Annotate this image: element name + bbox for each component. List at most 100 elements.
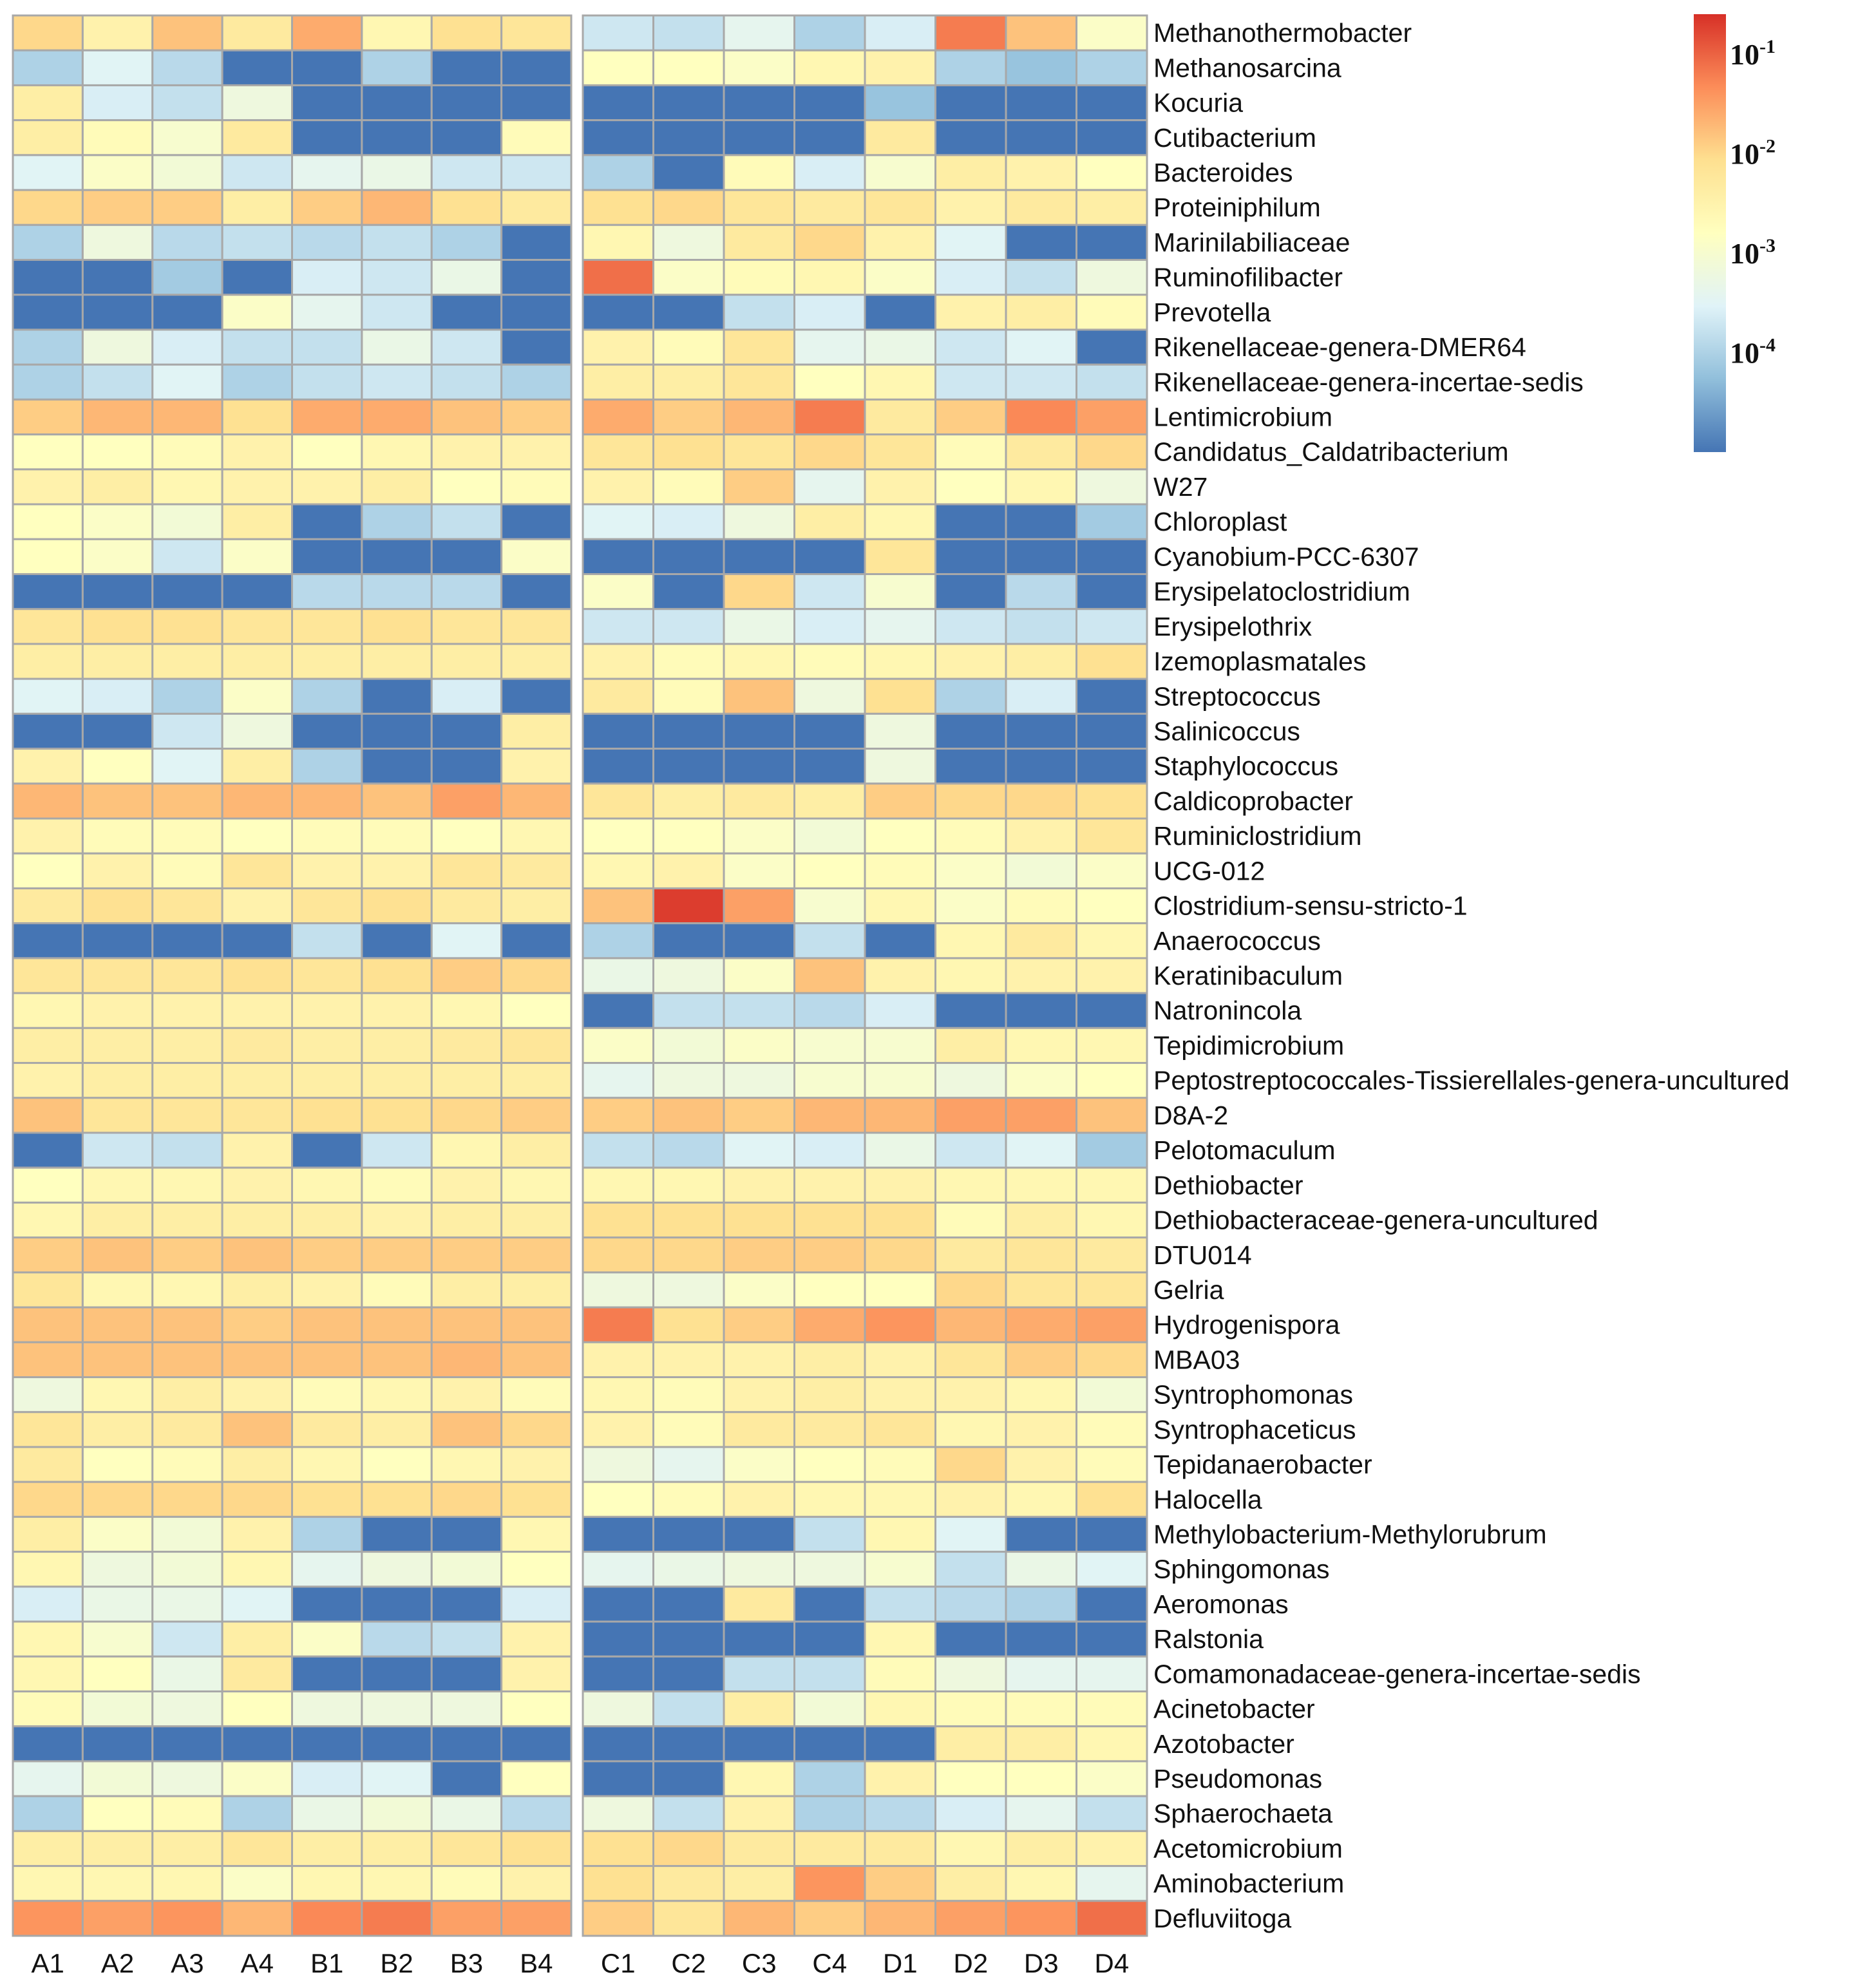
heatmap-cell <box>1005 992 1077 1029</box>
heatmap-cell <box>864 957 936 994</box>
heatmap-cell <box>500 1166 573 1204</box>
heatmap-cell <box>151 1271 223 1309</box>
column-label: B4 <box>520 1948 553 1978</box>
heatmap-cell <box>1005 49 1077 86</box>
heatmap-cell <box>1076 643 1148 680</box>
heatmap-cell <box>81 1166 154 1204</box>
heatmap-cell <box>864 363 936 401</box>
heatmap-cell <box>151 782 223 820</box>
heatmap-cell <box>582 1481 654 1518</box>
heatmap-cell <box>221 748 294 785</box>
heatmap-cell <box>1005 1865 1077 1902</box>
heatmap-cell <box>221 189 294 226</box>
heatmap-cell <box>361 154 433 191</box>
heatmap-cell <box>81 363 154 401</box>
heatmap-cell <box>1005 1027 1077 1065</box>
heatmap-cell <box>864 1446 936 1483</box>
heatmap-cell <box>1005 119 1077 156</box>
heatmap-cell <box>291 1062 363 1099</box>
heatmap-cell <box>221 1271 294 1309</box>
heatmap-cell <box>151 1830 223 1868</box>
heatmap-cell <box>864 712 936 750</box>
heatmap-cell <box>582 922 654 960</box>
row-label: Hydrogenispora <box>1153 1310 1340 1340</box>
heatmap-cell <box>151 1411 223 1448</box>
heatmap-cell <box>934 294 1007 331</box>
heatmap-cell <box>1005 922 1077 960</box>
heatmap-cell <box>582 1725 654 1763</box>
heatmap-cell <box>500 957 573 994</box>
heatmap-cell <box>793 1865 866 1902</box>
heatmap-cell <box>864 538 936 575</box>
heatmap-cell <box>221 538 294 575</box>
heatmap-cell <box>221 887 294 925</box>
heatmap-cell <box>934 1481 1007 1518</box>
heatmap-cell <box>221 1481 294 1518</box>
heatmap-cell <box>1076 852 1148 889</box>
heatmap-cell <box>151 608 223 645</box>
heatmap-cell <box>793 363 866 401</box>
heatmap-cell <box>652 49 725 86</box>
heatmap-cell <box>291 643 363 680</box>
heatmap-cell <box>12 1725 84 1763</box>
heatmap-cell <box>291 1515 363 1553</box>
heatmap-cell <box>864 748 936 785</box>
row-label: Anaerococcus <box>1153 926 1321 956</box>
heatmap-cell <box>793 14 866 52</box>
heatmap-cell <box>934 49 1007 86</box>
heatmap-cell <box>500 817 573 855</box>
heatmap-cell <box>1076 538 1148 575</box>
heatmap-cell <box>361 1655 433 1692</box>
heatmap-cell <box>934 1341 1007 1379</box>
heatmap-cell <box>934 887 1007 925</box>
colorbar <box>1694 14 1726 452</box>
heatmap-cell <box>864 1551 936 1588</box>
row-label: Keratinibaculum <box>1153 961 1343 990</box>
heatmap-cell <box>793 1760 866 1797</box>
row-label: Dethiobacteraceae-genera-uncultured <box>1153 1206 1598 1235</box>
heatmap-cell <box>151 1481 223 1518</box>
heatmap-cell <box>582 782 654 820</box>
heatmap-cell <box>81 1586 154 1623</box>
heatmap-cell <box>291 1411 363 1448</box>
heatmap-cell <box>723 1027 795 1065</box>
heatmap-cell <box>291 1900 363 1937</box>
heatmap-cell <box>151 1306 223 1343</box>
heatmap-cell <box>221 468 294 506</box>
heatmap-cell <box>430 1271 503 1309</box>
heatmap-cell <box>151 1900 223 1937</box>
heatmap-cell <box>151 1586 223 1623</box>
column-label: B1 <box>310 1948 343 1978</box>
heatmap-cell <box>81 1725 154 1763</box>
heatmap-cell <box>500 1271 573 1309</box>
heatmap-cell <box>723 1166 795 1204</box>
heatmap-cell <box>12 1760 84 1797</box>
heatmap-cell <box>291 433 363 471</box>
heatmap-cell <box>1005 1551 1077 1588</box>
heatmap-cell <box>652 1411 725 1448</box>
column-label: A1 <box>32 1948 64 1978</box>
heatmap-cell <box>1005 1131 1077 1169</box>
heatmap-cell <box>1076 1446 1148 1483</box>
heatmap-cell <box>1005 677 1077 715</box>
heatmap-cell <box>81 712 154 750</box>
heatmap-cell <box>500 677 573 715</box>
heatmap-cell <box>723 1062 795 1099</box>
heatmap-cell <box>291 992 363 1029</box>
heatmap-cell <box>1076 957 1148 994</box>
heatmap-cell <box>500 294 573 331</box>
heatmap-cell <box>1005 643 1077 680</box>
heatmap-cell <box>864 328 936 366</box>
heatmap-cell <box>934 748 1007 785</box>
heatmap-cell <box>12 817 84 855</box>
heatmap-cell <box>934 1411 1007 1448</box>
row-label: Tepidanaerobacter <box>1153 1450 1372 1479</box>
heatmap-cell <box>582 1341 654 1379</box>
heatmap-cell <box>793 1481 866 1518</box>
heatmap-cell <box>723 1376 795 1414</box>
heatmap-cell <box>361 1097 433 1134</box>
heatmap-cell <box>1076 1271 1148 1309</box>
heatmap-cell <box>12 294 84 331</box>
heatmap-cell <box>652 1341 725 1379</box>
heatmap-cell <box>151 1551 223 1588</box>
